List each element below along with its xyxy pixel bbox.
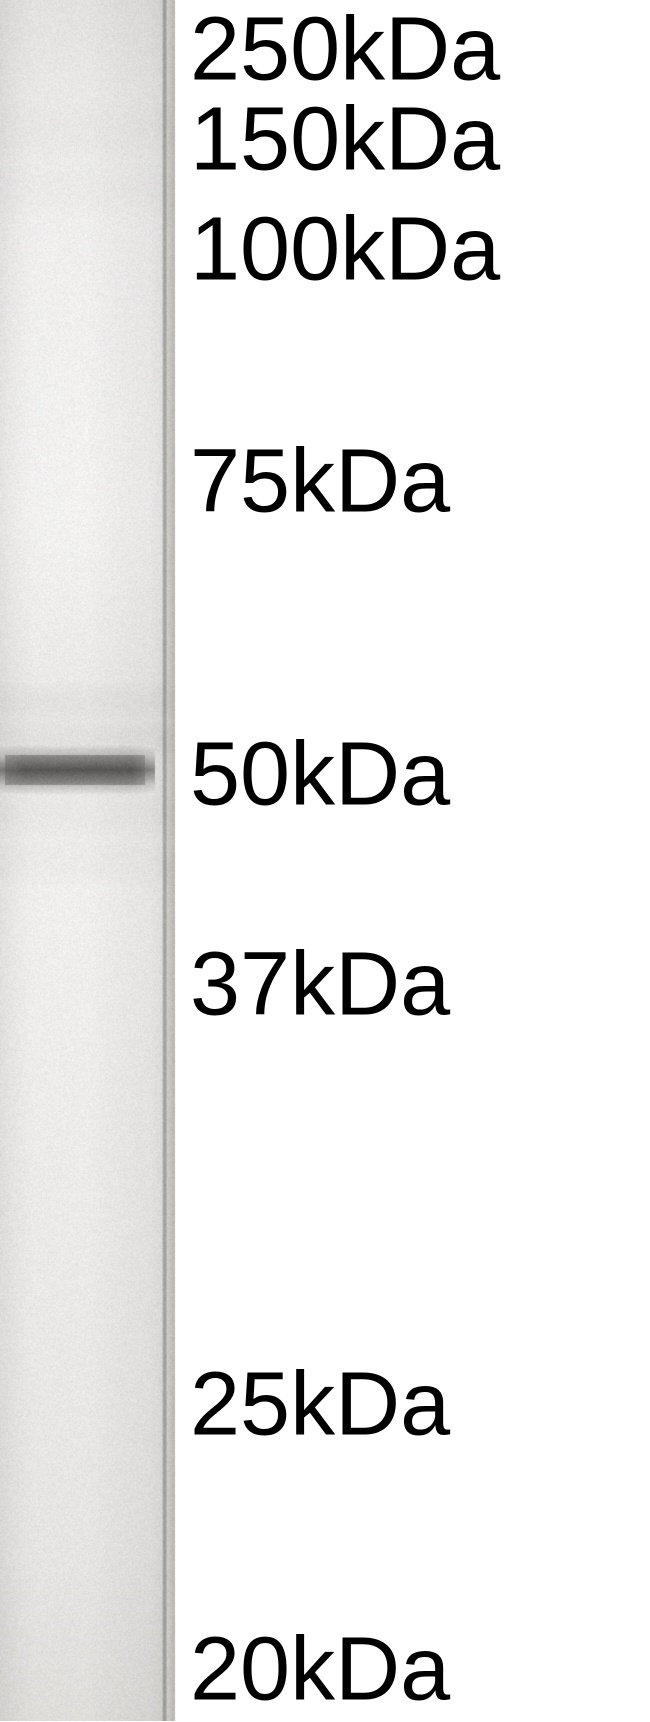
marker-label-20kda: 20kDa bbox=[190, 1619, 450, 1722]
marker-label-250kda: 250kDa bbox=[190, 0, 500, 102]
marker-label-150kda: 150kDa bbox=[190, 89, 500, 192]
marker-label-50kda: 50kDa bbox=[190, 724, 450, 827]
marker-label-37kda: 37kDa bbox=[190, 934, 450, 1037]
marker-label-100kda: 100kDa bbox=[190, 199, 500, 302]
marker-label-25kda: 25kDa bbox=[190, 1354, 450, 1457]
marker-label-75kda: 75kDa bbox=[190, 431, 450, 534]
